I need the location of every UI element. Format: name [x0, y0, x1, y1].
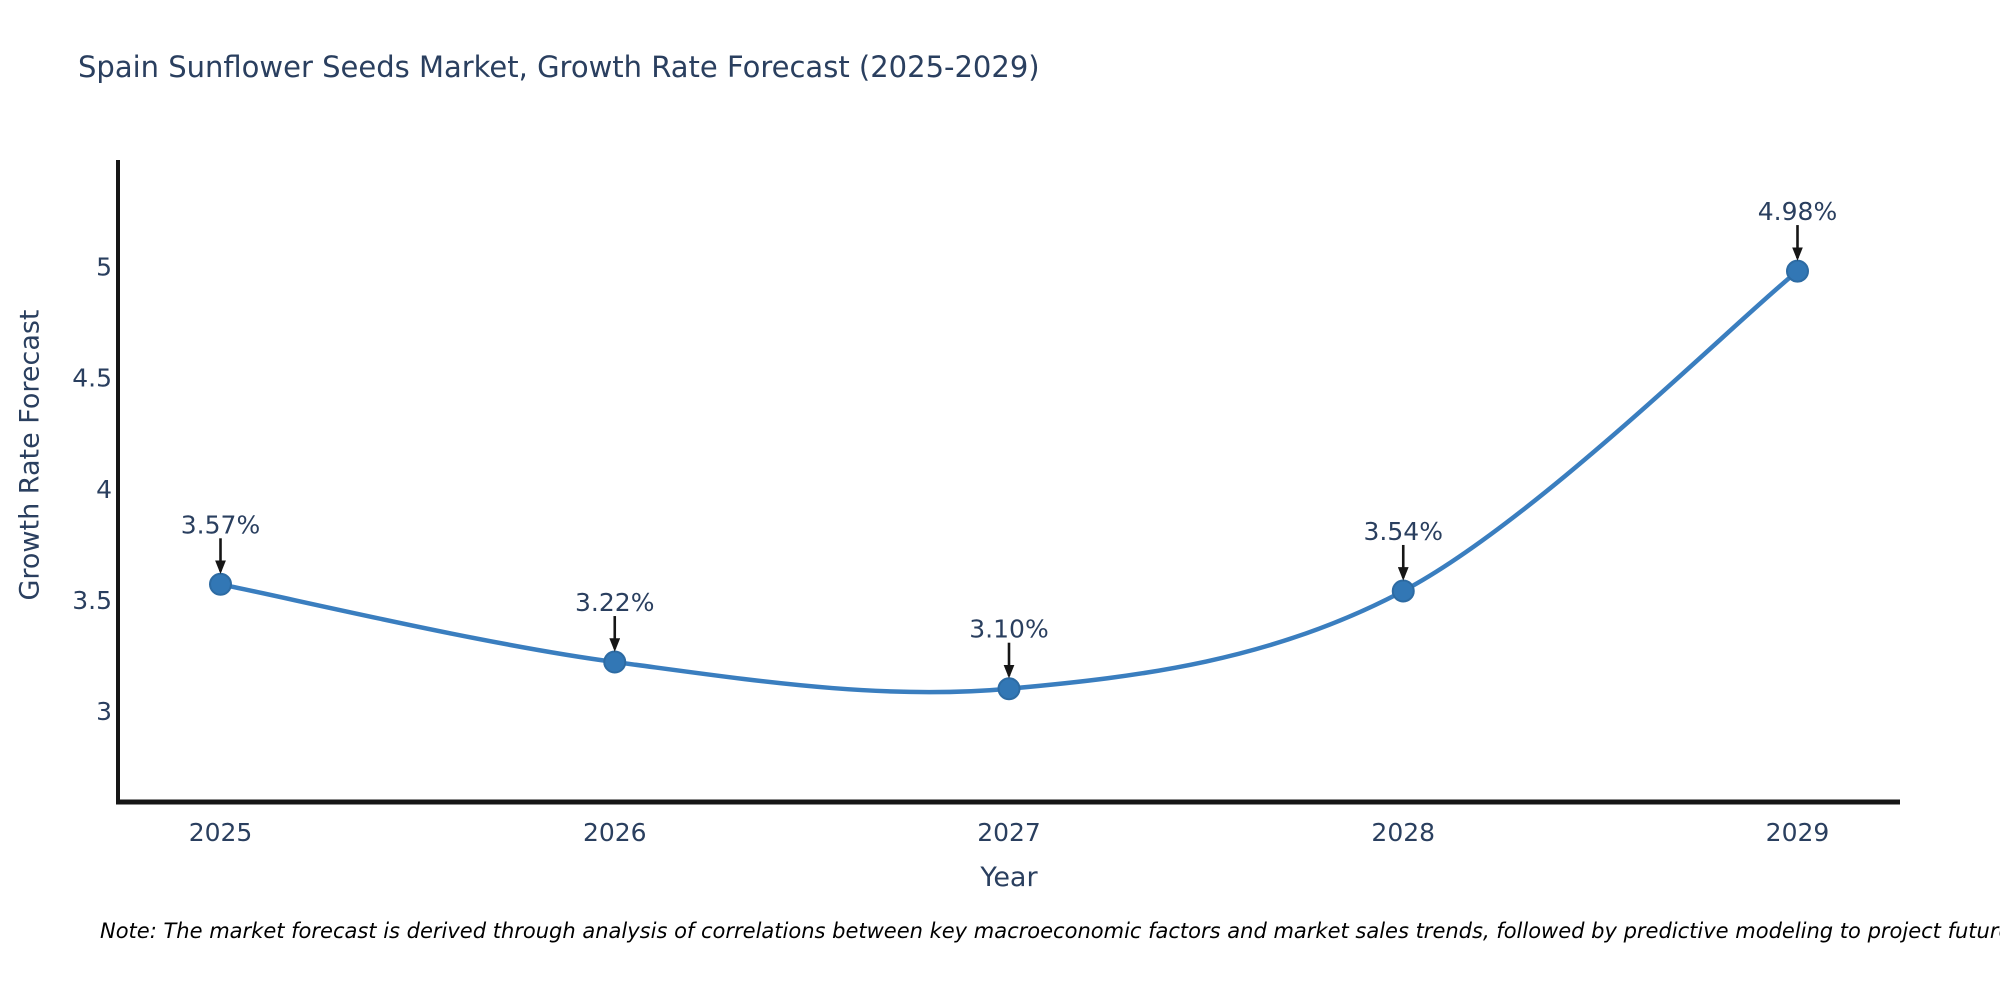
- x-tick-label: 2028: [1371, 818, 1435, 847]
- x-tick-label: 2027: [977, 818, 1041, 847]
- data-point-label: 4.98%: [1758, 197, 1837, 226]
- data-point-marker: [1785, 259, 1809, 283]
- x-tick-label: 2029: [1766, 818, 1830, 847]
- footnote: Note: The market forecast is derived thr…: [100, 919, 2000, 943]
- data-point-label: 3.10%: [969, 615, 1048, 644]
- y-tick-label: 4: [96, 475, 112, 504]
- y-tick-label: 5: [96, 253, 112, 282]
- y-tick-label: 3: [96, 697, 112, 726]
- x-tick-label: 2025: [189, 818, 253, 847]
- data-point-marker: [1391, 579, 1415, 603]
- data-point-marker: [209, 572, 233, 596]
- x-axis-title: Year: [980, 862, 1038, 893]
- x-tick-label: 2026: [583, 818, 647, 847]
- data-point-label: 3.57%: [181, 510, 260, 539]
- data-point-label: 3.54%: [1364, 517, 1443, 546]
- chart-title: Spain Sunflower Seeds Market, Growth Rat…: [78, 50, 1040, 84]
- data-point-marker: [997, 677, 1021, 701]
- data-point-marker: [603, 650, 627, 674]
- y-tick-label: 3.5: [72, 586, 112, 615]
- data-point-label: 3.22%: [575, 588, 654, 617]
- y-tick-label: 4.5: [72, 364, 112, 393]
